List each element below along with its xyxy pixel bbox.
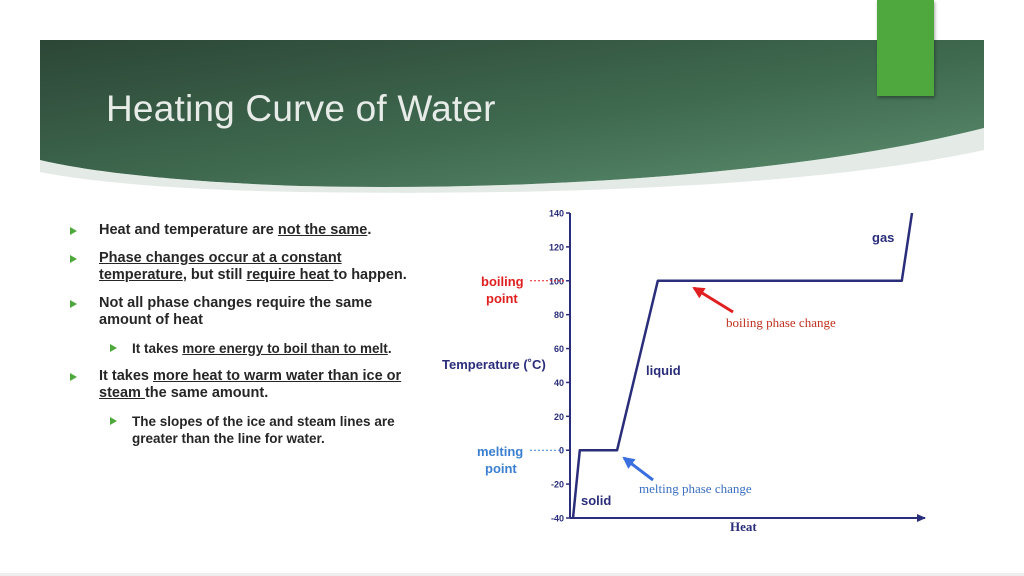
underlined-text: more heat to warm water than ice or stea… [99, 368, 402, 401]
bullet-item: It takes more heat to warm water than ic… [70, 368, 410, 402]
underlined-text: Phase changes occur at a constant temper… [99, 250, 342, 283]
bullet-text: The slopes of the ice and steam lines ar… [132, 414, 395, 446]
bullet-arrow-icon [70, 300, 77, 308]
bullet-arrow-icon [110, 344, 117, 352]
bullet-text: It takes more energy to boil than to mel… [132, 341, 392, 356]
sub-bullet-item: It takes more energy to boil than to mel… [70, 340, 410, 357]
text-segment: Heat and temperature are [99, 222, 278, 238]
y-ticks: 140 120 100 80 60 40 20 0 -20 -40 [549, 209, 570, 524]
melting-point-label: melting [477, 444, 523, 459]
bullet-arrow-icon [70, 227, 77, 235]
text-segment: to happen. [333, 267, 407, 283]
bullet-text: Heat and temperature are not the same. [99, 222, 371, 238]
y-tick-label: 40 [554, 378, 564, 388]
text-segment: Not all phase changes require the same a… [99, 295, 373, 328]
y-tick-label: 100 [549, 276, 564, 286]
bullet-text: Phase changes occur at a constant temper… [99, 250, 407, 283]
bullet-text: Not all phase changes require the same a… [99, 295, 372, 328]
melting-point-label-line2: point [485, 461, 517, 476]
footer-divider [0, 573, 1024, 576]
text-segment: the same amount. [144, 385, 269, 401]
bullet-item: Heat and temperature are not the same. [70, 222, 410, 239]
bullet-list: Heat and temperature are not the same. P… [70, 222, 410, 447]
boiling-point-label: boiling [481, 274, 524, 289]
y-tick-label: 80 [554, 310, 564, 320]
underlined-text: more energy to boil than to melt [182, 341, 388, 356]
boiling-phase-change-label: boiling phase change [726, 315, 836, 330]
text-segment: , but still [182, 267, 247, 283]
y-tick-label: 0 [559, 446, 564, 456]
y-tick-label: 60 [554, 344, 564, 354]
text-segment: The slopes of the ice and steam lines ar… [132, 414, 395, 446]
melting-phase-change-arrow [622, 456, 654, 482]
bullet-arrow-icon [70, 373, 77, 381]
text-segment: . [367, 222, 372, 238]
underlined-text: not the same [277, 222, 368, 238]
bullet-item: Not all phase changes require the same a… [70, 295, 410, 329]
accent-tab [877, 0, 934, 96]
y-tick-label: 140 [549, 209, 564, 219]
phase-label-gas: gas [872, 230, 894, 245]
heating-curve-line [571, 212, 914, 519]
melting-phase-change-label: melting phase change [639, 481, 752, 496]
y-tick-label: -20 [551, 480, 564, 490]
phase-label-solid: solid [581, 493, 611, 508]
y-tick-label: 20 [554, 412, 564, 422]
text-segment: It takes [132, 341, 183, 356]
bullet-arrow-icon [110, 417, 117, 425]
slide-title: Heating Curve of Water [106, 88, 496, 129]
sub-bullet-item: The slopes of the ice and steam lines ar… [70, 413, 410, 447]
bullet-item: Phase changes occur at a constant temper… [70, 250, 410, 284]
y-tick-label: -40 [551, 514, 564, 524]
y-tick-label: 120 [549, 242, 564, 252]
bullet-text: It takes more heat to warm water than ic… [99, 368, 401, 401]
text-segment: . [387, 341, 392, 356]
boiling-point-label-line2: point [486, 291, 518, 306]
heating-curve-chart: 140 120 100 80 60 40 20 0 -20 -40 Temperature (˚C… [442, 209, 926, 534]
title-banner [40, 40, 984, 193]
boiling-phase-change-arrow [692, 286, 734, 314]
text-segment: It takes [99, 368, 153, 384]
x-axis-label: Heat [730, 519, 757, 534]
underlined-text: require heat [246, 267, 334, 283]
bullet-arrow-icon [70, 255, 77, 263]
y-axis-label: Temperature (˚C) [442, 357, 546, 372]
phase-label-liquid: liquid [646, 363, 681, 378]
